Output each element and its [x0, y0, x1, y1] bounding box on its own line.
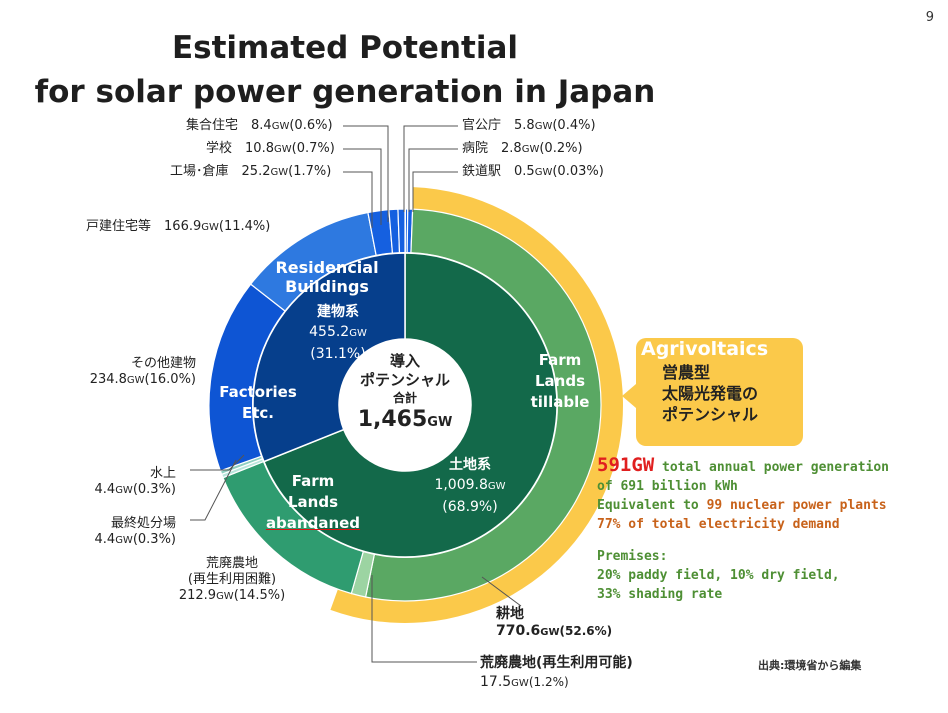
farm-tillable-label: Farm Lands tillable — [515, 350, 605, 413]
label-kodate: 戸建住宅等 166.9GW(11.4%) — [86, 219, 271, 234]
label-saishu-name: 最終処分場 — [110, 516, 176, 531]
inner-land-segment — [262, 252, 558, 558]
note-premises-1: 20% paddy field, 10% dry field, — [597, 568, 840, 583]
label-kochi: 耕地 770.6GW(52.6%) — [496, 606, 612, 641]
agrivoltaics-callout: Agrivoltaics 営農型 太陽光発電の ポテンシャル — [622, 338, 803, 446]
label-kohai-kano-value: 17.5GW(1.2%) — [480, 674, 569, 690]
factories-line2: Etc. — [241, 404, 274, 422]
callout-body: 営農型 太陽光発電の ポテンシャル — [662, 362, 758, 425]
label-suijo-name: 水上 — [149, 466, 176, 481]
label-kohai-konnan-value: 212.9GW(14.5%) — [178, 588, 286, 603]
label-saishu-value: 4.4GW(0.3%) — [94, 532, 177, 547]
leader-byoin — [408, 148, 458, 212]
leader-kocho — [403, 125, 458, 212]
center-line2: ポテンシャル — [359, 371, 450, 389]
center-line1: 導入 — [389, 352, 420, 370]
callout-head: Agrivoltaics — [641, 338, 769, 360]
land-pct: (68.9%) — [442, 499, 498, 515]
factories-line1: Factories — [219, 383, 297, 401]
building-label-en2: Buildings — [285, 277, 369, 296]
label-kohai-konnan-name2: (再生利用困難) — [187, 572, 277, 587]
building-pct: (31.1%) — [310, 346, 366, 362]
label-suijo-value: 4.4GW(0.3%) — [94, 482, 177, 497]
chart-title: Estimated Potential for solar power gene… — [0, 26, 690, 114]
inner-ring — [252, 252, 558, 558]
note-line3: Equivalent to 99 nuclear power plants — [597, 498, 887, 513]
land-value-block: 土地系 1,009.8GW (68.9%) — [410, 455, 530, 517]
callout-line2: 太陽光発電の — [662, 384, 759, 403]
building-label-en1: Residencial — [275, 258, 379, 277]
farm-tillable-line2: Lands — [534, 372, 586, 390]
leader-gakko — [343, 148, 382, 225]
source-note: 出典:環境省から編集 — [758, 659, 862, 672]
note-line2: of 691 billion kWh — [597, 479, 738, 494]
label-sonota-value: 234.8GW(16.0%) — [89, 372, 196, 387]
label-kochi-value: 770.6GW(52.6%) — [496, 623, 613, 639]
leader-shugo — [343, 125, 389, 222]
callout-line1: 営農型 — [662, 363, 711, 382]
label-kohai-kano: 荒廃農地(再生利用可能) 17.5GW(1.2%) — [480, 654, 633, 693]
building-jp-label: 建物系 — [317, 304, 359, 320]
label-byoin: 病院 2.8GW(0.2%) — [462, 141, 583, 156]
land-jp-label: 土地系 — [449, 457, 491, 473]
farm-abandoned-line1: Farm — [291, 472, 335, 490]
farm-abandoned-line3: abandaned — [265, 514, 361, 532]
label-kohai-konnan-name1: 荒廃農地 — [205, 556, 258, 571]
farm-tillable-line1: Farm — [538, 351, 582, 369]
callout-line3: ポテンシャル — [662, 405, 759, 424]
building-value: 455.2GW — [309, 324, 367, 340]
building-label: Residencial Buildings — [262, 258, 392, 296]
title-line-2: for solar power generation in Japan — [34, 74, 656, 110]
label-sonota-name: その他建物 — [130, 356, 196, 371]
farm-abandoned-label: Farm Lands abandaned — [258, 471, 368, 534]
land-value: 1,009.8GW — [434, 477, 506, 493]
center-line3: 合計 — [392, 391, 417, 405]
leader-suijo — [190, 454, 245, 471]
leader-kohai-kano — [371, 575, 477, 663]
center-label: 導入 ポテンシャル 合計 1,465GW — [340, 352, 470, 437]
leader-kochi — [481, 576, 522, 607]
label-kojo: 工場･倉庫 25.2GW(1.7%) — [170, 164, 332, 179]
farm-tillable-line3: tillable — [530, 393, 590, 411]
label-kocho: 官公庁 5.8GW(0.4%) — [462, 118, 596, 133]
leader-saishu — [190, 459, 237, 521]
note-591gw: 591GW — [597, 454, 655, 476]
label-shugo: 集合住宅 8.4GW(0.6%) — [186, 118, 333, 133]
summary-notes: 591GW total annual power generation of 6… — [597, 456, 889, 604]
factories-label: Factories Etc. — [208, 382, 308, 424]
center-total: 1,465GW — [357, 407, 453, 432]
center-hole — [339, 339, 471, 471]
label-suijo: 水上 4.4GW(0.3%) — [70, 466, 177, 499]
label-kohai-kano-name: 荒廃農地(再生利用可能) — [480, 655, 633, 671]
label-kochi-name: 耕地 — [496, 606, 524, 622]
label-gakko: 学校 10.8GW(0.7%) — [206, 141, 335, 156]
label-tetsudo: 鉄道駅 0.5GW(0.03%) — [462, 164, 604, 179]
note-premises: Premises: — [597, 549, 668, 564]
note-line1: 591GW total annual power generation — [597, 454, 890, 476]
label-saishu: 最終処分場 4.4GW(0.3%) — [70, 516, 177, 549]
outer-segment-12 — [397, 208, 406, 254]
note-premises-2: 33% shading rate — [597, 587, 723, 602]
leader-kojo — [343, 171, 373, 228]
leader-lines — [190, 125, 522, 663]
leader-tetsudo — [412, 171, 458, 212]
title-line-1: Estimated Potential — [171, 30, 519, 66]
label-sonota: その他建物 234.8GW(16.0%) — [60, 356, 196, 389]
farm-abandoned-line2: Lands — [287, 493, 339, 511]
page-number: 9 — [925, 10, 934, 25]
label-kohai-konnan: 荒廃農地 (再生利用困難) 212.9GW(14.5%) — [176, 556, 288, 605]
note-line4: 77% of total electricity demand — [597, 517, 840, 532]
building-value-block: 建物系 455.2GW (31.1%) — [278, 302, 398, 364]
